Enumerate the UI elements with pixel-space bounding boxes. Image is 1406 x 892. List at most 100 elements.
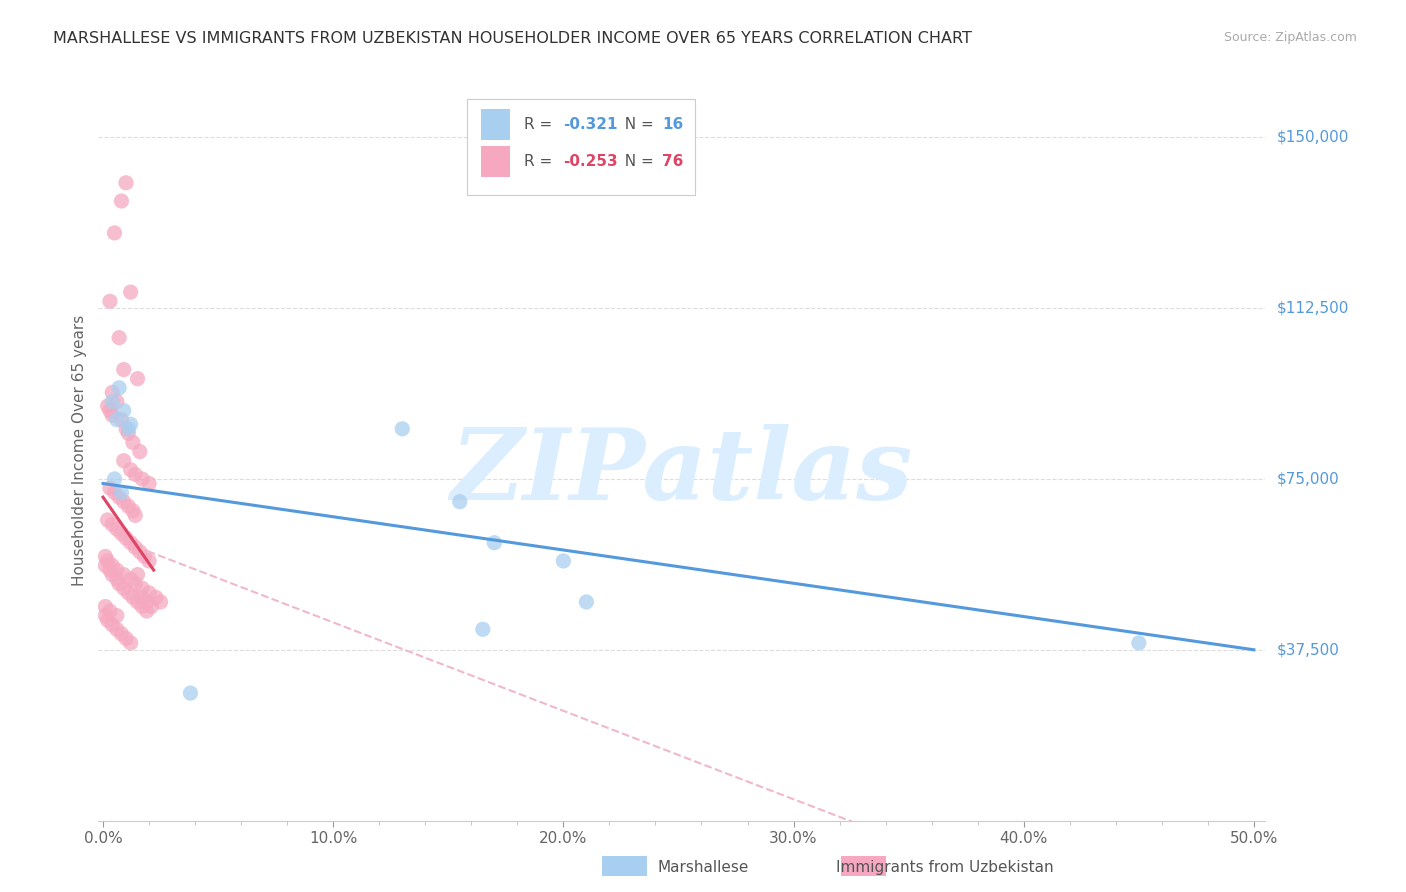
Point	[101, 385, 124, 400]
Point	[97, 554, 120, 568]
Point	[135, 595, 157, 609]
Point	[112, 567, 135, 582]
Point	[108, 490, 131, 504]
Point	[103, 472, 125, 486]
Point	[110, 194, 132, 208]
Point	[103, 485, 125, 500]
Point	[120, 572, 142, 586]
Text: N =: N =	[616, 154, 659, 169]
Point	[94, 608, 117, 623]
Point	[101, 617, 124, 632]
Point	[112, 453, 135, 467]
Point	[112, 362, 135, 376]
Point	[484, 535, 506, 549]
Point	[120, 285, 142, 300]
Point	[449, 494, 471, 508]
Point	[101, 517, 124, 532]
Point	[128, 545, 150, 559]
Text: $37,500: $37,500	[1277, 642, 1340, 657]
Point	[110, 485, 132, 500]
Text: -0.321: -0.321	[562, 117, 617, 132]
Point	[124, 467, 146, 482]
Point	[94, 599, 117, 614]
Point	[115, 422, 138, 436]
Point	[105, 394, 128, 409]
Point	[115, 632, 138, 646]
Text: R =: R =	[524, 154, 558, 169]
Point	[120, 535, 142, 549]
Point	[131, 582, 153, 596]
Point	[131, 599, 153, 614]
Text: 76: 76	[662, 154, 683, 169]
Text: Source: ZipAtlas.com: Source: ZipAtlas.com	[1223, 31, 1357, 45]
Point	[108, 576, 131, 591]
Point	[117, 500, 139, 514]
Text: $75,000: $75,000	[1277, 472, 1340, 486]
Point	[122, 504, 145, 518]
Point	[112, 582, 135, 596]
Point	[122, 435, 145, 450]
Point	[105, 622, 128, 636]
Point	[101, 394, 124, 409]
Point	[471, 622, 494, 636]
Point	[117, 586, 139, 600]
Text: Immigrants from Uzbekistan: Immigrants from Uzbekistan	[837, 860, 1053, 874]
Point	[108, 381, 131, 395]
Point	[110, 413, 132, 427]
Point	[97, 513, 120, 527]
Point	[101, 408, 124, 422]
Point	[115, 531, 138, 545]
Point	[110, 627, 132, 641]
Point	[98, 481, 121, 495]
Point	[97, 613, 120, 627]
Point	[117, 426, 139, 441]
Point	[105, 608, 128, 623]
Point	[127, 595, 149, 609]
Text: R =: R =	[524, 117, 558, 132]
Text: MARSHALLESE VS IMMIGRANTS FROM UZBEKISTAN HOUSEHOLDER INCOME OVER 65 YEARS CORRE: MARSHALLESE VS IMMIGRANTS FROM UZBEKISTA…	[53, 31, 973, 46]
Point	[108, 331, 131, 345]
Point	[575, 595, 598, 609]
Point	[135, 604, 157, 618]
Point	[120, 636, 142, 650]
Point	[98, 403, 121, 417]
Point	[97, 399, 120, 413]
Text: $150,000: $150,000	[1277, 129, 1348, 145]
Point	[138, 554, 160, 568]
Point	[124, 576, 146, 591]
Point	[98, 294, 121, 309]
Point	[117, 422, 139, 436]
Text: $112,500: $112,500	[1277, 301, 1348, 316]
Point	[120, 417, 142, 432]
Point	[131, 472, 153, 486]
Point	[124, 508, 146, 523]
Point	[115, 176, 138, 190]
Point	[141, 599, 163, 614]
Point	[120, 463, 142, 477]
Point	[124, 541, 146, 555]
Point	[105, 522, 128, 536]
Point	[103, 226, 125, 240]
FancyBboxPatch shape	[481, 109, 510, 140]
Point	[138, 586, 160, 600]
Text: ZIPatlas: ZIPatlas	[451, 425, 912, 521]
Text: 16: 16	[662, 117, 683, 132]
Point	[145, 591, 167, 605]
Point	[138, 476, 160, 491]
Point	[134, 549, 156, 564]
Point	[179, 686, 201, 700]
Point	[101, 558, 124, 573]
Point	[131, 591, 153, 605]
Point	[391, 422, 413, 436]
Text: Marshallese: Marshallese	[658, 860, 748, 874]
Point	[112, 403, 135, 417]
Point	[128, 444, 150, 458]
Point	[94, 558, 117, 573]
Point	[112, 494, 135, 508]
Point	[110, 526, 132, 541]
Point	[101, 567, 124, 582]
Point	[105, 563, 128, 577]
Text: N =: N =	[616, 117, 659, 132]
Text: -0.253: -0.253	[562, 154, 617, 169]
Point	[98, 604, 121, 618]
